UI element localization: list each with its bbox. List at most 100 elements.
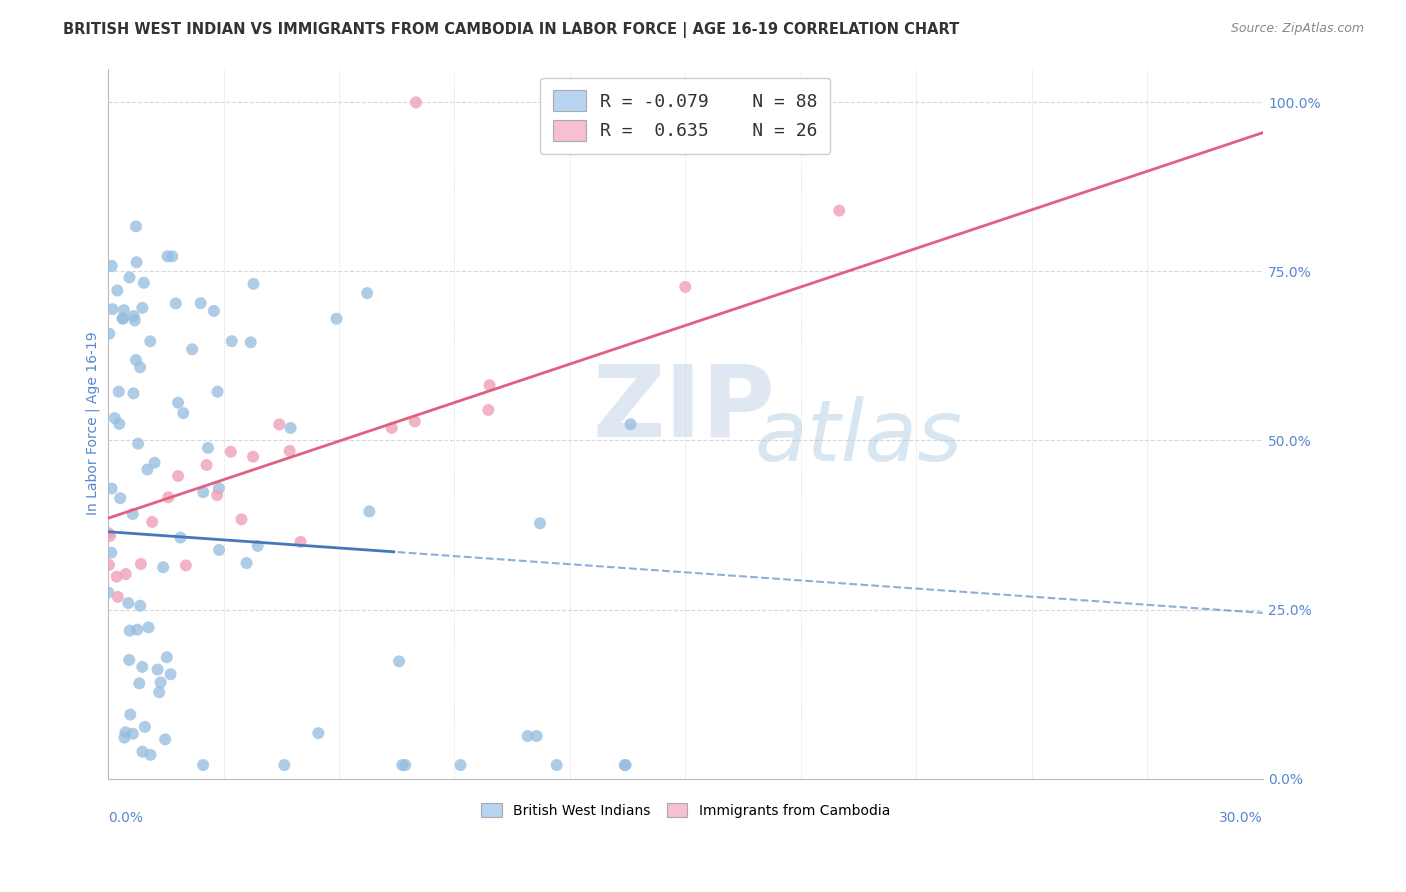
Point bbox=[290, 534, 312, 549]
Point bbox=[153, 732, 176, 747]
Point bbox=[121, 507, 143, 521]
Point bbox=[125, 353, 148, 368]
Point bbox=[105, 284, 128, 298]
Point bbox=[111, 311, 134, 326]
Point bbox=[127, 623, 149, 637]
Point bbox=[139, 334, 162, 349]
Point bbox=[108, 417, 131, 431]
Text: atlas: atlas bbox=[755, 396, 963, 479]
Point bbox=[101, 302, 124, 317]
Point bbox=[246, 539, 269, 553]
Point bbox=[110, 491, 132, 506]
Point bbox=[112, 311, 135, 326]
Point bbox=[122, 309, 145, 323]
Point bbox=[114, 725, 136, 739]
Point bbox=[129, 599, 152, 613]
Point bbox=[174, 558, 197, 573]
Point bbox=[129, 557, 152, 571]
Point bbox=[450, 758, 472, 772]
Point bbox=[195, 458, 218, 472]
Point bbox=[114, 731, 136, 745]
Point bbox=[391, 758, 413, 772]
Point bbox=[157, 491, 180, 505]
Point bbox=[307, 726, 329, 740]
Point bbox=[141, 515, 163, 529]
Point bbox=[193, 485, 215, 500]
Point bbox=[239, 335, 262, 350]
Text: ZIP: ZIP bbox=[593, 361, 776, 458]
Point bbox=[156, 650, 179, 665]
Point bbox=[235, 556, 257, 570]
Point bbox=[169, 531, 191, 545]
Point bbox=[127, 436, 149, 450]
Point bbox=[97, 585, 120, 599]
Text: BRITISH WEST INDIAN VS IMMIGRANTS FROM CAMBODIA IN LABOR FORCE | AGE 16-19 CORRE: BRITISH WEST INDIAN VS IMMIGRANTS FROM C… bbox=[63, 22, 959, 38]
Point bbox=[202, 304, 225, 318]
Point bbox=[134, 720, 156, 734]
Point bbox=[98, 326, 121, 341]
Text: Source: ZipAtlas.com: Source: ZipAtlas.com bbox=[1230, 22, 1364, 36]
Point bbox=[132, 276, 155, 290]
Point bbox=[118, 624, 141, 638]
Point bbox=[100, 546, 122, 560]
Point bbox=[614, 758, 637, 772]
Point bbox=[122, 727, 145, 741]
Point bbox=[136, 462, 159, 476]
Point bbox=[205, 488, 228, 502]
Point bbox=[149, 675, 172, 690]
Point bbox=[516, 729, 538, 743]
Point bbox=[388, 654, 411, 668]
Point bbox=[97, 526, 120, 541]
Point bbox=[381, 421, 404, 435]
Point bbox=[221, 334, 243, 349]
Point bbox=[122, 386, 145, 401]
Point bbox=[117, 596, 139, 610]
Point bbox=[242, 450, 264, 464]
Point bbox=[131, 745, 153, 759]
Point bbox=[273, 758, 295, 772]
Point bbox=[172, 406, 194, 420]
Point bbox=[828, 203, 851, 218]
Legend: British West Indians, Immigrants from Cambodia: British West Indians, Immigrants from Ca… bbox=[474, 797, 897, 825]
Point bbox=[139, 747, 162, 762]
Point bbox=[193, 758, 215, 772]
Point bbox=[190, 296, 212, 310]
Point bbox=[156, 249, 179, 263]
Point bbox=[280, 421, 302, 435]
Point bbox=[529, 516, 551, 531]
Point bbox=[100, 482, 122, 496]
Point bbox=[167, 395, 190, 409]
Point bbox=[131, 660, 153, 674]
Point bbox=[143, 456, 166, 470]
Point bbox=[526, 729, 548, 743]
Point bbox=[125, 219, 148, 234]
Point bbox=[114, 567, 136, 582]
Point bbox=[207, 384, 229, 399]
Point bbox=[160, 249, 183, 263]
Point bbox=[98, 529, 121, 543]
Point bbox=[197, 441, 219, 455]
Point bbox=[477, 403, 499, 417]
Point bbox=[325, 311, 347, 326]
Text: 30.0%: 30.0% bbox=[1219, 811, 1263, 824]
Point bbox=[128, 676, 150, 690]
Point bbox=[405, 95, 427, 110]
Point bbox=[107, 384, 129, 399]
Point bbox=[208, 481, 231, 495]
Point bbox=[120, 707, 142, 722]
Text: 0.0%: 0.0% bbox=[108, 811, 143, 824]
Point bbox=[208, 543, 231, 558]
Point bbox=[125, 255, 148, 269]
Point bbox=[131, 301, 153, 315]
Point bbox=[673, 280, 696, 294]
Point bbox=[546, 758, 568, 772]
Point bbox=[118, 270, 141, 285]
Point bbox=[118, 653, 141, 667]
Point bbox=[356, 286, 378, 301]
Point bbox=[242, 277, 264, 291]
Point bbox=[101, 259, 124, 273]
Point bbox=[167, 469, 190, 483]
Point bbox=[107, 590, 129, 604]
Point bbox=[478, 378, 501, 392]
Point bbox=[181, 343, 204, 357]
